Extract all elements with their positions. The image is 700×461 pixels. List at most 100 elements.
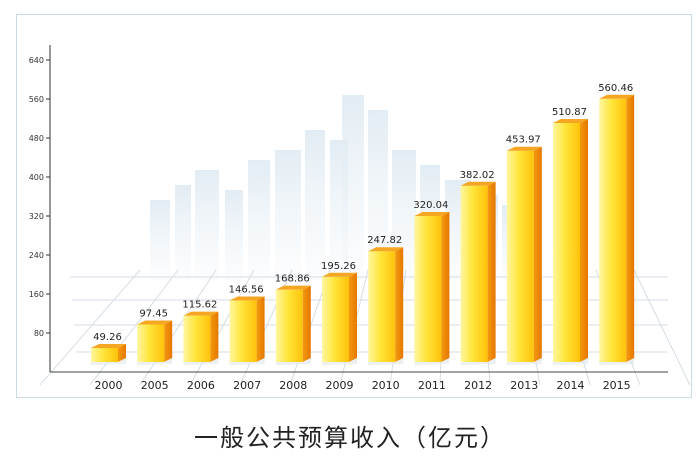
y-tick-labels: 80 160 240 320 400 480 560 640 xyxy=(29,56,50,338)
bar-shadow xyxy=(599,358,635,365)
bar-side xyxy=(164,320,173,362)
value-labels: 49.26 97.45 115.62 146.56 168.86 195.26 247.82… xyxy=(93,83,633,343)
bar-top xyxy=(322,272,357,277)
floor-grid-line xyxy=(633,269,691,386)
x-tick-label: 2000 xyxy=(95,379,123,392)
bar-shadow xyxy=(275,358,311,365)
y-tick-label: 240 xyxy=(29,251,44,260)
y-tick-label: 320 xyxy=(29,212,44,221)
value-label: 97.45 xyxy=(139,308,168,319)
value-label: 115.62 xyxy=(182,300,217,311)
value-label: 49.26 xyxy=(93,332,122,343)
bar-shadow xyxy=(322,358,357,365)
bar-side xyxy=(487,181,496,362)
bar-front xyxy=(460,185,488,362)
x-tick-label: 2013 xyxy=(510,379,538,392)
bar-2011 xyxy=(414,211,450,365)
x-tick-label: 2011 xyxy=(418,379,446,392)
y-tick-label: 480 xyxy=(29,134,44,143)
x-tick-labels: 2000 2005 2006 2007 2008 2009 2010 2011 2012 2013… xyxy=(95,379,631,392)
bar-top xyxy=(137,320,173,325)
bar-side xyxy=(626,94,635,362)
y-tick-label: 80 xyxy=(34,329,44,338)
bar-2013 xyxy=(506,146,542,365)
bar-front xyxy=(229,300,257,362)
bar-front xyxy=(91,347,118,362)
bar-2012 xyxy=(460,181,496,365)
bar-2008 xyxy=(275,285,311,365)
bar-2014 xyxy=(553,118,588,365)
floor-grid-line xyxy=(89,269,179,386)
x-tick-label: 2005 xyxy=(141,379,169,392)
bar-shadow xyxy=(553,358,588,365)
bar-side xyxy=(118,343,126,362)
bar-top xyxy=(460,181,496,186)
x-tick-label: 2012 xyxy=(464,379,492,392)
bar-side xyxy=(580,118,588,363)
bars xyxy=(91,94,635,365)
bar-top xyxy=(506,146,542,151)
x-tick-label: 2015 xyxy=(603,379,631,392)
x-tick-label: 2009 xyxy=(326,379,354,392)
bar-2000 xyxy=(91,343,126,365)
bar-side xyxy=(349,272,357,362)
bar-front xyxy=(183,315,211,362)
value-label: 168.86 xyxy=(275,274,310,285)
y-tick-label: 560 xyxy=(29,95,44,104)
bar-top xyxy=(229,296,265,301)
bar-front xyxy=(553,122,580,363)
bar-2005 xyxy=(137,320,173,365)
y-tick-label: 640 xyxy=(29,56,44,65)
value-label: 560.46 xyxy=(598,83,633,94)
floor-grid-line xyxy=(189,269,255,386)
x-tick-label: 2006 xyxy=(187,379,215,392)
value-label: 247.82 xyxy=(367,235,402,246)
bar-2006 xyxy=(183,311,219,365)
y-tick-label: 160 xyxy=(29,290,44,299)
bar-shadow xyxy=(460,358,496,365)
bar-side xyxy=(395,247,404,362)
bar-front xyxy=(599,98,627,362)
value-label: 146.56 xyxy=(229,285,264,296)
bar-front xyxy=(322,276,349,362)
bar-shadow xyxy=(137,358,173,365)
floor-grid-line xyxy=(139,269,217,386)
bar-side xyxy=(302,285,311,362)
bar-shadow xyxy=(229,358,265,365)
bar-shadow xyxy=(368,358,404,365)
bar-side xyxy=(533,146,542,362)
bar-top xyxy=(91,343,126,348)
bar-front xyxy=(368,251,396,362)
y-tick-label: 400 xyxy=(29,173,44,182)
x-tick-label: 2008 xyxy=(279,379,307,392)
bar-top xyxy=(599,94,635,99)
value-label: 510.87 xyxy=(552,107,587,118)
x-tick-label: 2010 xyxy=(372,379,400,392)
bar-2015 xyxy=(599,94,635,365)
floor-grid-line xyxy=(39,269,141,386)
bar-front xyxy=(414,215,442,362)
value-label: 320.04 xyxy=(413,200,448,211)
bar-top xyxy=(553,118,588,123)
bar-shadow xyxy=(91,358,126,365)
value-label: 453.97 xyxy=(506,135,541,146)
bar-top xyxy=(275,285,311,290)
bar-side xyxy=(256,296,265,362)
bar-top xyxy=(414,211,450,216)
bar-shadow xyxy=(183,358,219,365)
bar-front xyxy=(137,324,165,362)
bar-chart: 80 160 240 320 400 480 560 640 49.26 97.45 115.62… xyxy=(29,45,691,392)
bar-front xyxy=(506,150,534,362)
bar-shadow xyxy=(414,358,450,365)
bar-side xyxy=(441,211,450,362)
x-tick-label: 2014 xyxy=(557,379,585,392)
bar-2009 xyxy=(322,272,357,365)
bar-side xyxy=(210,311,219,362)
value-label: 382.02 xyxy=(460,170,495,181)
chart-title: 一般公共预算收入（亿元） xyxy=(194,424,506,452)
bar-front xyxy=(275,289,303,362)
bar-top xyxy=(368,247,404,252)
x-tick-label: 2007 xyxy=(233,379,261,392)
value-label: 195.26 xyxy=(321,261,356,272)
bar-2007 xyxy=(229,296,265,365)
